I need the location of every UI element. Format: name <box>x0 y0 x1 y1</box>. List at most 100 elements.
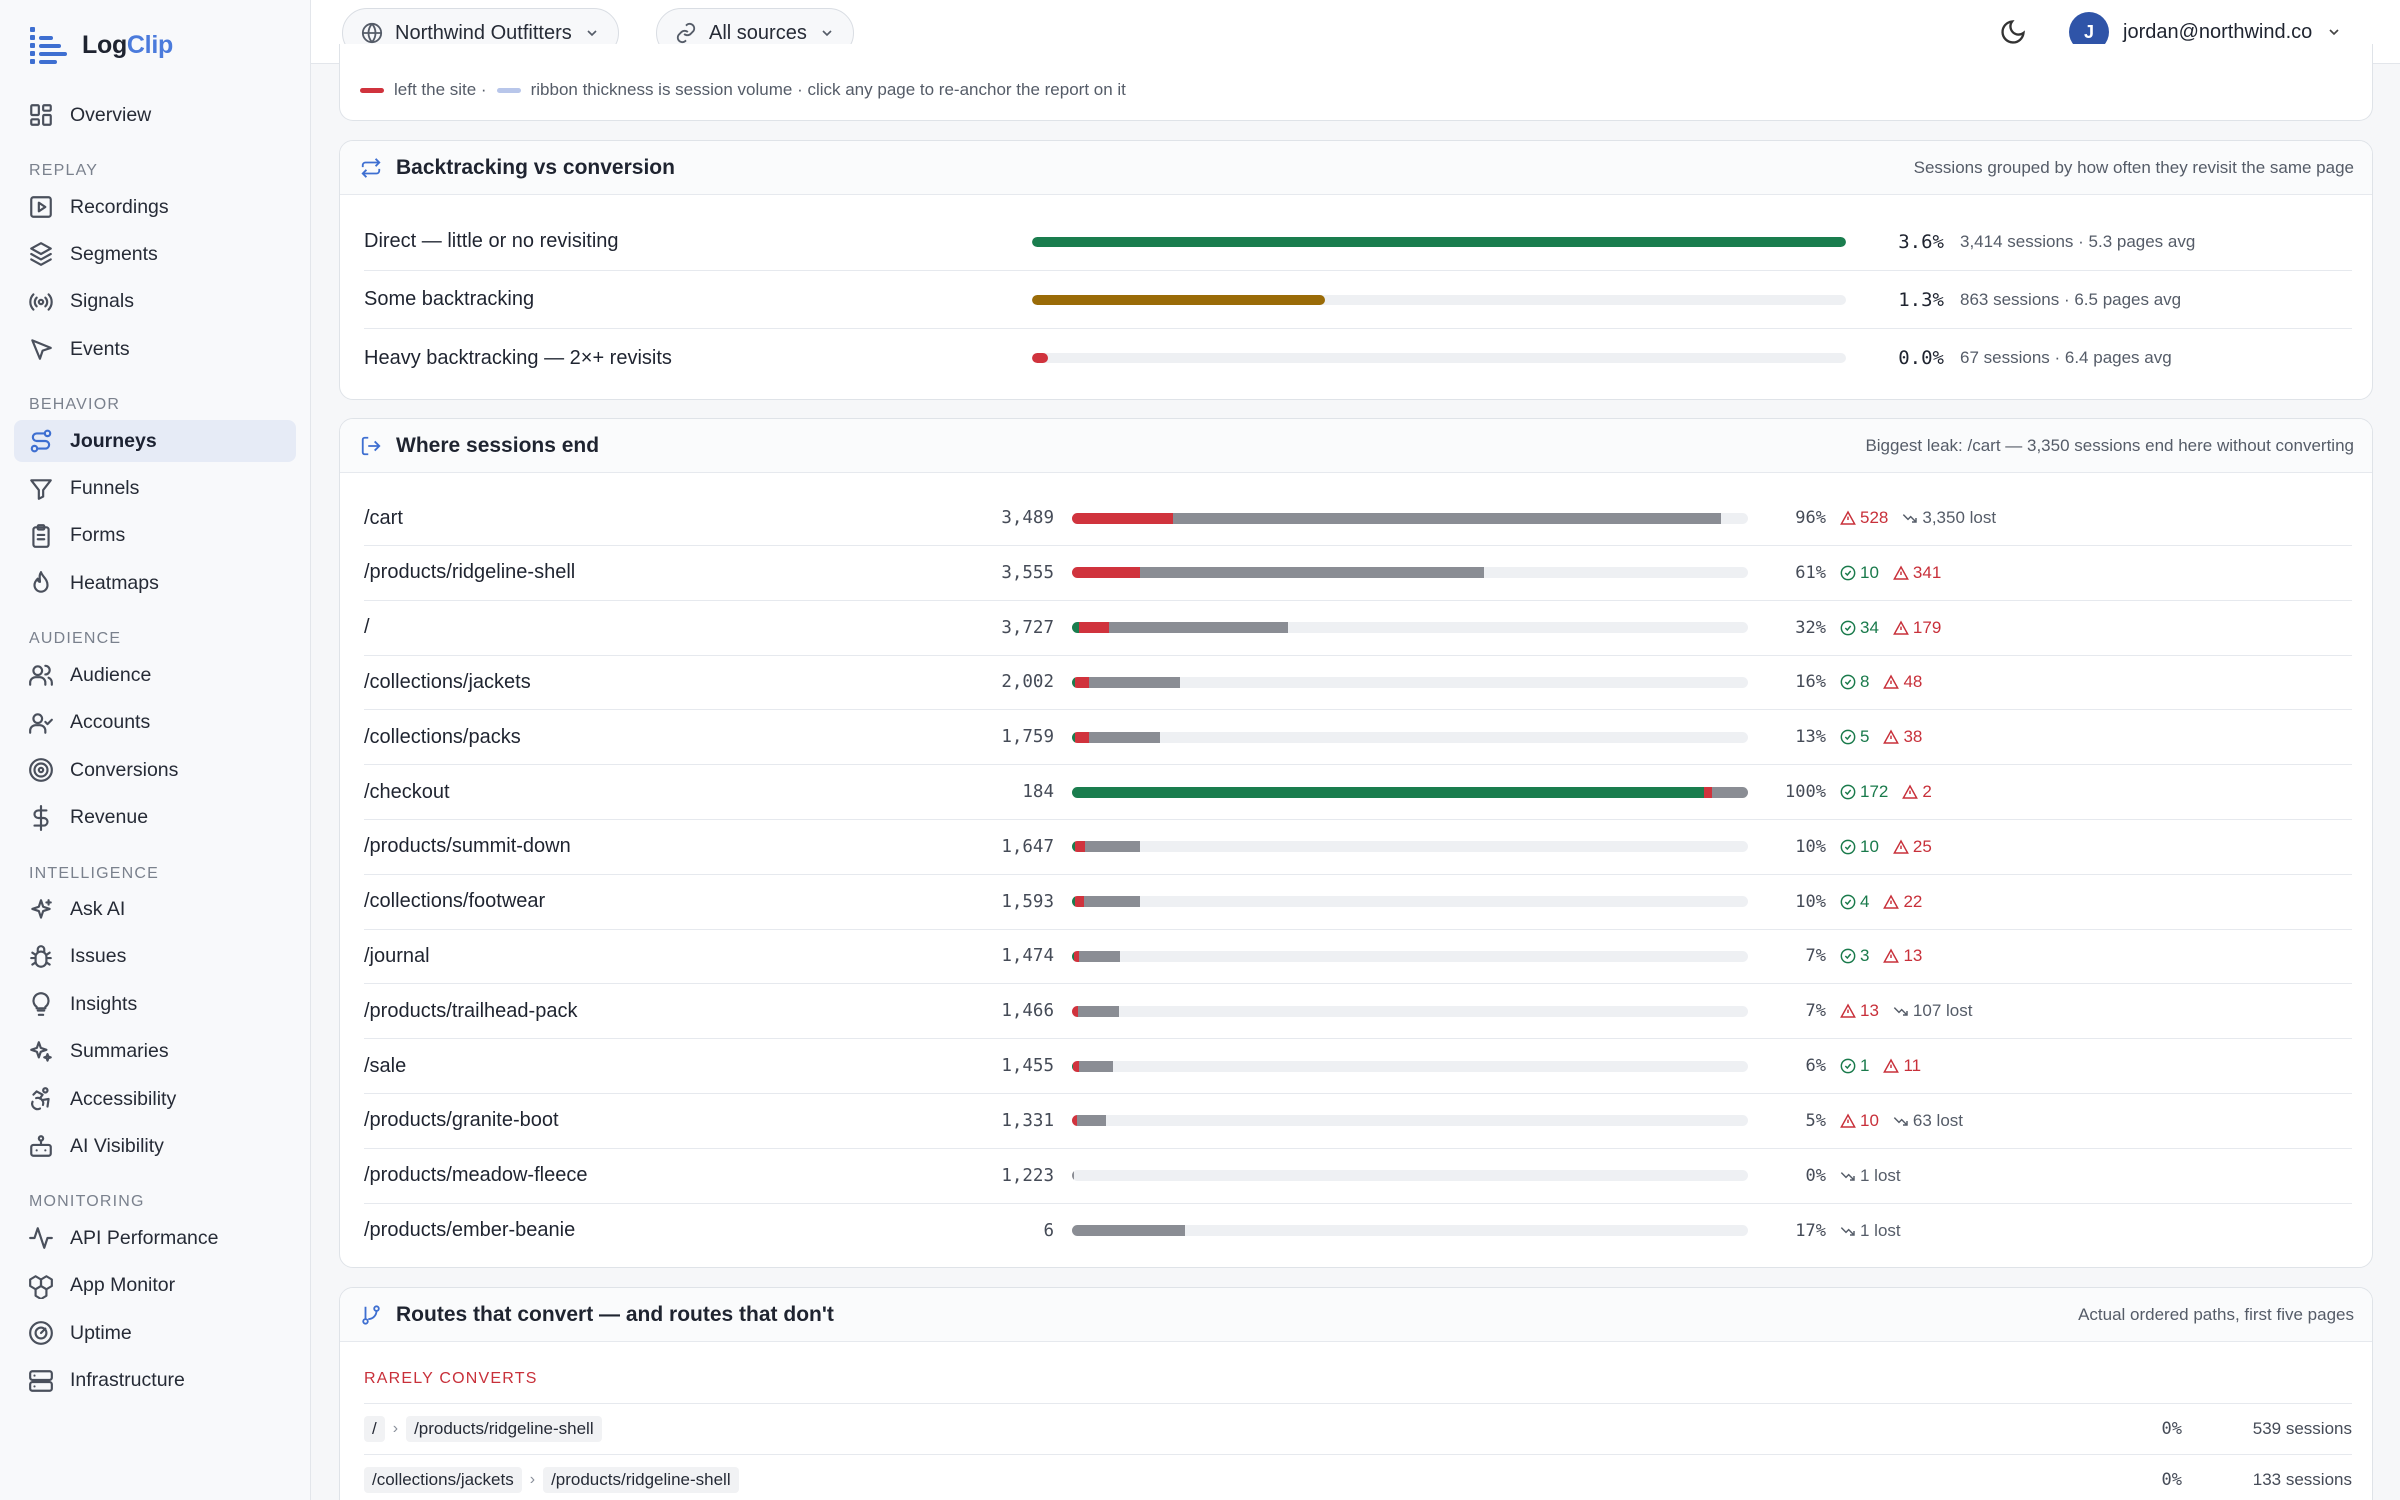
sidebar-item-uptime[interactable]: Uptime <box>14 1312 296 1354</box>
sidebar-item-app-monitor[interactable]: App Monitor <box>14 1265 296 1307</box>
sidebar-item-label: Overview <box>70 103 152 126</box>
session-end-row[interactable]: /products/trailhead-pack 1,466 7% 13 107 los… <box>364 984 2352 1040</box>
session-end-row[interactable]: /collections/footwear 1,593 10% 4 22 <box>364 875 2352 930</box>
exit-bar <box>1072 1060 1748 1072</box>
app-logo[interactable]: LogClip <box>28 24 173 66</box>
sidebar-item-accessibility[interactable]: Accessibility <box>14 1078 296 1120</box>
sidebar-item-segments[interactable]: Segments <box>14 233 296 275</box>
conversion-rate: 1.3% <box>1898 288 1944 311</box>
sidebar-item-conversions[interactable]: Conversions <box>14 749 296 791</box>
sidebar-item-journeys[interactable]: Journeys <box>14 420 296 463</box>
sidebar-item-signals[interactable]: Signals <box>14 281 296 323</box>
route-step: /products/ridgeline-shell <box>406 1415 602 1442</box>
source-name: All sources <box>709 21 807 44</box>
session-count: 1,474 <box>1001 946 1054 967</box>
route-step: /collections/jackets <box>364 1466 522 1493</box>
sidebar-item-summaries[interactable]: Summaries <box>14 1031 296 1073</box>
target-icon <box>29 758 53 783</box>
clipboard-icon <box>32 524 50 548</box>
sidebar-item-insights[interactable]: Insights <box>14 983 296 1025</box>
sidebar-item-overview[interactable]: Overview <box>14 94 296 136</box>
session-end-row[interactable]: /checkout 184 100% 172 2 <box>364 765 2352 820</box>
user-check-icon <box>29 712 53 734</box>
route-row[interactable]: / › /products/ridgeline-shell 0% 539 session… <box>364 1403 2352 1453</box>
exit-bar <box>1072 1170 1748 1182</box>
route-step: / <box>364 1415 385 1442</box>
error-badge: 11 <box>1883 1056 1921 1076</box>
exit-rate: 0% <box>1805 1165 1826 1186</box>
alert-triangle-icon <box>1893 565 1909 580</box>
session-count: 1,223 <box>1001 1165 1054 1186</box>
sidebar-item-recordings[interactable]: Recordings <box>14 186 296 228</box>
session-end-row[interactable]: /products/granite-boot 1,331 5% 10 63 lost <box>364 1094 2352 1149</box>
sidebar-item-label: Conversions <box>70 758 179 781</box>
alert-triangle-icon <box>1893 839 1909 854</box>
sidebar-item-forms[interactable]: Forms <box>14 515 296 557</box>
sidebar-item-heatmaps[interactable]: Heatmaps <box>14 562 296 604</box>
error-segment <box>1074 896 1085 908</box>
sidebar-item-ask-ai[interactable]: Ask AI <box>14 889 296 931</box>
session-meta: 3,414 sessions · 5.3 pages avg <box>1960 231 2196 251</box>
alert-triangle-icon <box>1840 510 1856 525</box>
alert-triangle-icon <box>1893 620 1909 635</box>
session-end-row[interactable]: /journal 1,474 7% 3 13 <box>364 929 2352 985</box>
session-end-row[interactable]: /products/ember-beanie 6 17% 1 lost <box>364 1203 2352 1258</box>
sidebar-item-api-performance[interactable]: API Performance <box>14 1217 296 1259</box>
page-path: /products/granite-boot <box>364 1109 559 1132</box>
alert-triangle-icon <box>1902 784 1919 799</box>
lost-badge: 1 lost <box>1840 1221 1901 1241</box>
page-path: /products/summit-down <box>364 835 571 858</box>
exit-segment <box>1072 1225 1185 1237</box>
exit-bar <box>1072 841 1748 853</box>
session-end-row[interactable]: /cart 3,489 96% 528 3,350 lost <box>364 491 2352 546</box>
session-count: 1,759 <box>1001 727 1054 748</box>
sidebar-item-label: Recordings <box>70 195 169 218</box>
session-end-row[interactable]: /collections/jackets 2,002 16% 8 48 <box>364 655 2352 711</box>
converted-badge: 5 <box>1840 727 1869 747</box>
exit-rate: 6% <box>1805 1056 1826 1076</box>
converted-segment <box>1072 676 1076 688</box>
session-end-row[interactable]: / 3,727 32% 34 179 <box>364 601 2352 656</box>
route-sessions: 133 sessions <box>2252 1469 2352 1489</box>
backtracking-row[interactable]: Direct — little or no revisiting 3.6% 3,41… <box>364 213 2352 271</box>
card-header: Routes that convert — and routes that do… <box>340 1288 2372 1342</box>
session-end-row[interactable]: /sale 1,455 6% 1 11 <box>364 1039 2352 1094</box>
session-end-row[interactable]: /products/summit-down 1,647 10% 10 25 <box>364 820 2352 875</box>
session-end-row[interactable]: /products/ridgeline-shell 3,555 61% 10 341 <box>364 546 2352 601</box>
sidebar-item-events[interactable]: Events <box>14 328 296 370</box>
workspace-name: Northwind Outfitters <box>395 21 572 44</box>
ribbon-swatch <box>496 87 521 93</box>
error-badge: 179 <box>1893 618 1941 638</box>
backtracking-row[interactable]: Heavy backtracking — 2×+ revisits 0.0% 67 … <box>364 329 2352 387</box>
exit-segment <box>1088 731 1160 743</box>
error-badge: 48 <box>1883 672 1922 692</box>
converted-badge: 8 <box>1840 672 1869 692</box>
sidebar-item-ai-visibility[interactable]: AI Visibility <box>14 1125 296 1167</box>
session-count: 2,002 <box>1001 672 1054 693</box>
backtracking-row[interactable]: Some backtracking 1.3% 863 sessions · 6.5 … <box>364 271 2352 329</box>
exit-rate: 32% <box>1795 617 1826 638</box>
session-end-row[interactable]: /collections/packs 1,759 13% 5 38 <box>364 710 2352 766</box>
sidebar-item-label: Journeys <box>70 429 157 452</box>
sidebar-item-funnels[interactable]: Funnels <box>14 468 296 510</box>
backtracking-label: Heavy backtracking — 2×+ revisits <box>364 346 672 369</box>
error-badge: 38 <box>1883 727 1922 747</box>
sidebar-item-issues[interactable]: Issues <box>14 936 296 978</box>
alert-triangle-icon <box>1883 1058 1900 1073</box>
backtracking-card: Backtracking vs conversion Sessions grou… <box>339 140 2373 400</box>
alert-triangle-icon <box>1883 948 1900 964</box>
check-circle-icon <box>1840 784 1856 800</box>
sidebar-item-audience[interactable]: Audience <box>14 654 296 696</box>
exit-rate: 10% <box>1795 891 1826 912</box>
check-circle-icon <box>1840 565 1856 581</box>
route-row[interactable]: /collections/jackets › /products/ridgeline… <box>364 1454 2352 1500</box>
sidebar-item-infrastructure[interactable]: Infrastructure <box>14 1360 296 1402</box>
bot-icon <box>30 1135 52 1158</box>
session-count: 1,647 <box>1001 836 1054 857</box>
exit-bar <box>1072 1225 1748 1237</box>
moon-icon[interactable] <box>1999 18 2027 46</box>
page-path: /sale <box>364 1054 407 1077</box>
session-end-row[interactable]: /products/meadow-fleece 1,223 0% 1 lost <box>364 1149 2352 1204</box>
sidebar-item-accounts[interactable]: Accounts <box>14 702 296 744</box>
sidebar-item-revenue[interactable]: Revenue <box>14 797 296 839</box>
